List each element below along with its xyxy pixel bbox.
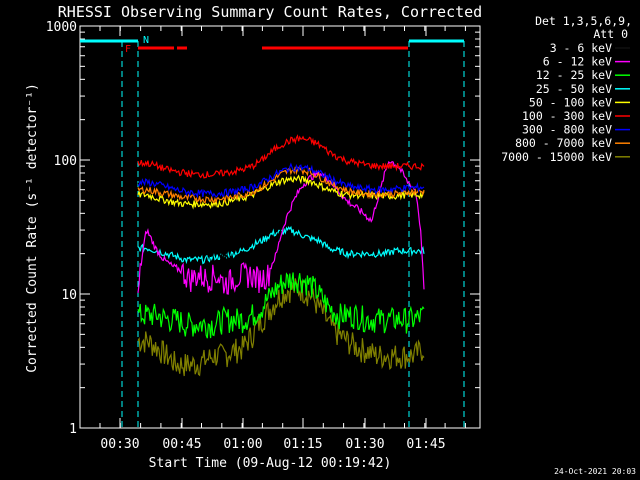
series-line — [137, 160, 425, 295]
x-tick-labels: 00:30 00:45 01:00 01:15 01:30 01:45 — [100, 437, 445, 452]
x-tick-label: 01:45 — [406, 437, 445, 452]
x-axis-label: Start Time (09-Aug-12 00:19:42) — [149, 456, 392, 471]
attenuator-label: Att 0 — [593, 27, 628, 41]
legend-entry-label: 25 - 50 keV — [536, 82, 612, 96]
y-tick-label: 10 — [61, 288, 77, 303]
detectors-label: Det 1,3,5,6,9, — [535, 14, 632, 28]
x-tick-label: 01:15 — [283, 437, 322, 452]
legend-entry-label: 3 - 6 keV — [550, 41, 612, 55]
y-tick-label: 1 — [69, 422, 77, 437]
x-tick-label: 00:30 — [100, 437, 139, 452]
series-line — [137, 134, 425, 179]
series-line — [137, 174, 425, 210]
y-tick-labels: 1 10 100 1000 — [46, 20, 77, 437]
legend-entry-label: 100 - 300 keV — [522, 109, 612, 123]
y-axis-label: Corrected Count Rate (s⁻¹ detector⁻¹) — [25, 83, 40, 373]
legend-entry-label: 7000 - 15000 keV — [501, 150, 612, 164]
x-tick-label: 01:30 — [345, 437, 384, 452]
series-line — [137, 272, 425, 339]
series-line — [137, 148, 425, 266]
footer-date: 24-Oct-2021 20:03 — [554, 467, 636, 476]
flag-label-f: F — [125, 44, 131, 55]
legend-entry-label: 800 - 7000 keV — [515, 136, 612, 150]
x-tick-label: 01:00 — [223, 437, 262, 452]
y-tick-label: 1000 — [46, 20, 77, 35]
flag-label-n: N — [143, 35, 149, 46]
plot-area: FN — [79, 25, 481, 429]
series-line — [137, 278, 425, 377]
plot-frame — [79, 25, 481, 429]
y-tick-label: 100 — [54, 154, 77, 169]
series-line — [137, 166, 425, 204]
x-tick-label: 00:45 — [162, 437, 201, 452]
legend-entry-label: 6 - 12 keV — [543, 55, 612, 69]
legend-entry-label: 12 - 25 keV — [536, 68, 612, 82]
series-line — [137, 162, 425, 199]
legend-entry-label: 50 - 100 keV — [529, 95, 612, 109]
chart-title: RHESSI Observing Summary Count Rates, Co… — [58, 3, 482, 21]
legend-entry-label: 300 - 800 keV — [522, 123, 612, 137]
